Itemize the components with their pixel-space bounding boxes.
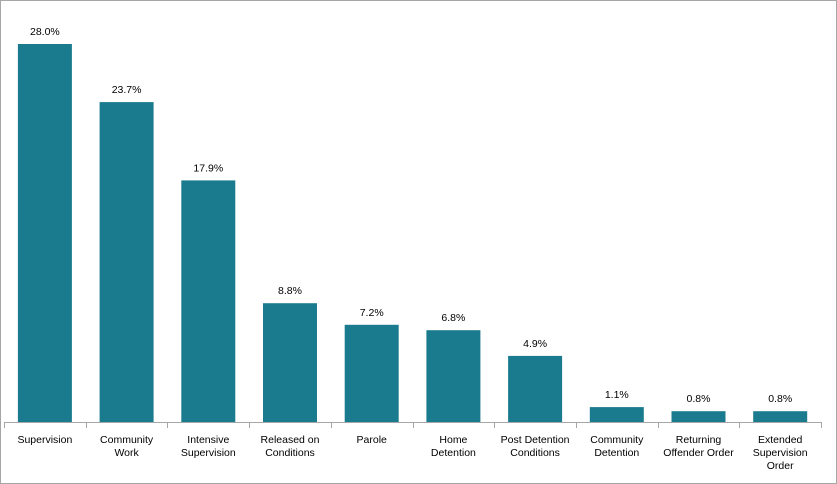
data-labels-layer: 28.0% 23.7% 17.9% 8.8% 7.2% 6.8% 4.9% 1.1% 0.8% 0… [30,26,792,405]
category-label: Community Detention [590,434,644,459]
bar [589,407,644,422]
category-label-line: Parole [357,434,388,446]
bar [753,411,808,422]
bars-layer [17,44,808,423]
data-label: 7.2% [360,307,384,319]
bar [263,303,317,422]
category-label-line: Post Detention [501,434,570,446]
category-label: Home Detention [431,434,476,459]
category-label-line: Supervision [181,447,236,459]
data-label: 28.0% [30,26,60,38]
category-label-line: Order [767,460,794,472]
bar [508,355,563,423]
data-label: 4.9% [523,338,547,350]
bar [99,102,154,422]
bar [181,180,236,422]
category-label-line: Community [590,434,644,446]
category-label: Post Detention Conditions [501,434,570,459]
bar [671,411,726,422]
category-label-line: Home [439,434,467,446]
category-label-line: Community [100,434,154,446]
bar [344,324,399,422]
category-label-line: Returning [676,434,722,446]
category-label-line: Supervision [17,434,72,446]
bar [426,330,481,422]
category-label: Parole [357,434,388,446]
category-label-line: Work [114,447,139,459]
data-label: 0.8% [768,393,792,405]
category-label: Supervision [17,434,72,446]
category-label-line: Offender Order [663,447,734,459]
category-label: Returning Offender Order [663,434,734,459]
category-label-line: Extended [758,434,803,446]
category-label-line: Conditions [265,447,315,459]
category-label-line: Released on [261,434,320,446]
data-label: 23.7% [112,84,142,96]
category-label-line: Conditions [510,447,560,459]
bar [17,44,72,422]
category-label-line: Supervision [753,447,808,459]
data-label: 8.8% [278,285,302,297]
category-label: Community Work [100,434,154,459]
data-label: 0.8% [687,393,711,405]
category-label: Released on Conditions [261,434,320,459]
data-label: 1.1% [605,389,629,401]
data-label: 6.8% [441,312,465,324]
category-label-line: Detention [594,447,639,459]
x-ticks-layer [4,422,822,428]
data-label: 17.9% [193,162,223,174]
category-label-line: Detention [431,447,476,459]
category-label-line: Intensive [187,434,229,446]
category-label: Extended Supervision Order [753,434,808,472]
category-label: Intensive Supervision [181,434,236,459]
